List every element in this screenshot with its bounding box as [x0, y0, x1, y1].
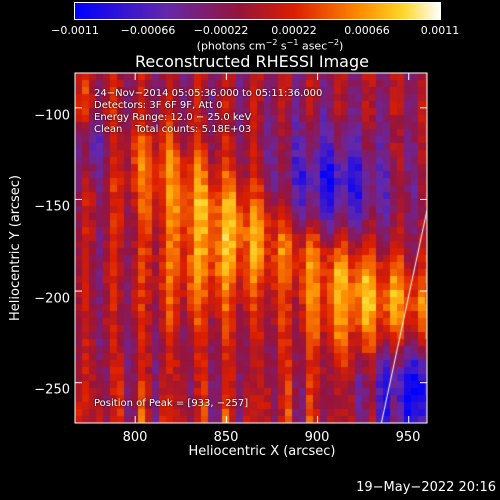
- y-axis-label: Heliocentric Y (arcsec): [8, 175, 24, 321]
- rhessi-image-heatmap: [75, 73, 427, 423]
- annotation-energy-range: Energy Range: 12.0 − 25.0 keV: [94, 112, 252, 123]
- y-tick-label: −150: [34, 199, 70, 215]
- plot-datestamp: 19−May−2022 20:16: [356, 480, 496, 495]
- units-exponent: −1: [286, 38, 299, 47]
- colorbar-tick-label: 0.0011: [420, 24, 460, 37]
- x-axis-label: Heliocentric X (arcsec): [188, 444, 336, 459]
- colorbar-units: (photons cm−2 s−1 asec−2): [197, 38, 344, 53]
- annotation-detectors: Detectors: 3F 6F 9F, Att 0: [94, 100, 223, 111]
- colorbar-tick-label: 0.00066: [344, 24, 390, 37]
- x-tick-label: 850: [213, 430, 239, 445]
- y-tick-label: −250: [34, 382, 70, 398]
- colorbar-tick-label: 0.00022: [271, 24, 317, 37]
- units-part: s: [277, 39, 287, 53]
- annotation-method-counts: Clean Total counts: 5.18E+03: [94, 124, 252, 135]
- annotation-peak-position: Position of Peak = [933, −257]: [94, 398, 249, 409]
- y-tick-label: −100: [34, 108, 70, 124]
- plot-frame: [74, 72, 428, 424]
- units-part: asec: [298, 39, 328, 53]
- annotation-time-range: 24−Nov−2014 05:05:36.000 to 05:11:36.000: [94, 88, 323, 99]
- chart-title: Reconstructed RHESSI Image: [135, 52, 369, 71]
- colorbar: [74, 2, 441, 20]
- units-exponent: −2: [265, 38, 278, 47]
- units-exponent: −2: [327, 38, 340, 47]
- colorbar-tick-label: −0.0011: [51, 24, 99, 37]
- colorbar-tick-label: −0.00066: [120, 24, 176, 37]
- x-tick-label: 950: [395, 430, 421, 445]
- units-part: ): [339, 39, 344, 53]
- units-part: (photons cm: [196, 39, 266, 53]
- x-tick-label: 800: [122, 430, 148, 445]
- y-tick-label: −200: [34, 291, 70, 307]
- colorbar-tick-label: −0.00022: [193, 24, 249, 37]
- x-tick-label: 900: [304, 430, 330, 445]
